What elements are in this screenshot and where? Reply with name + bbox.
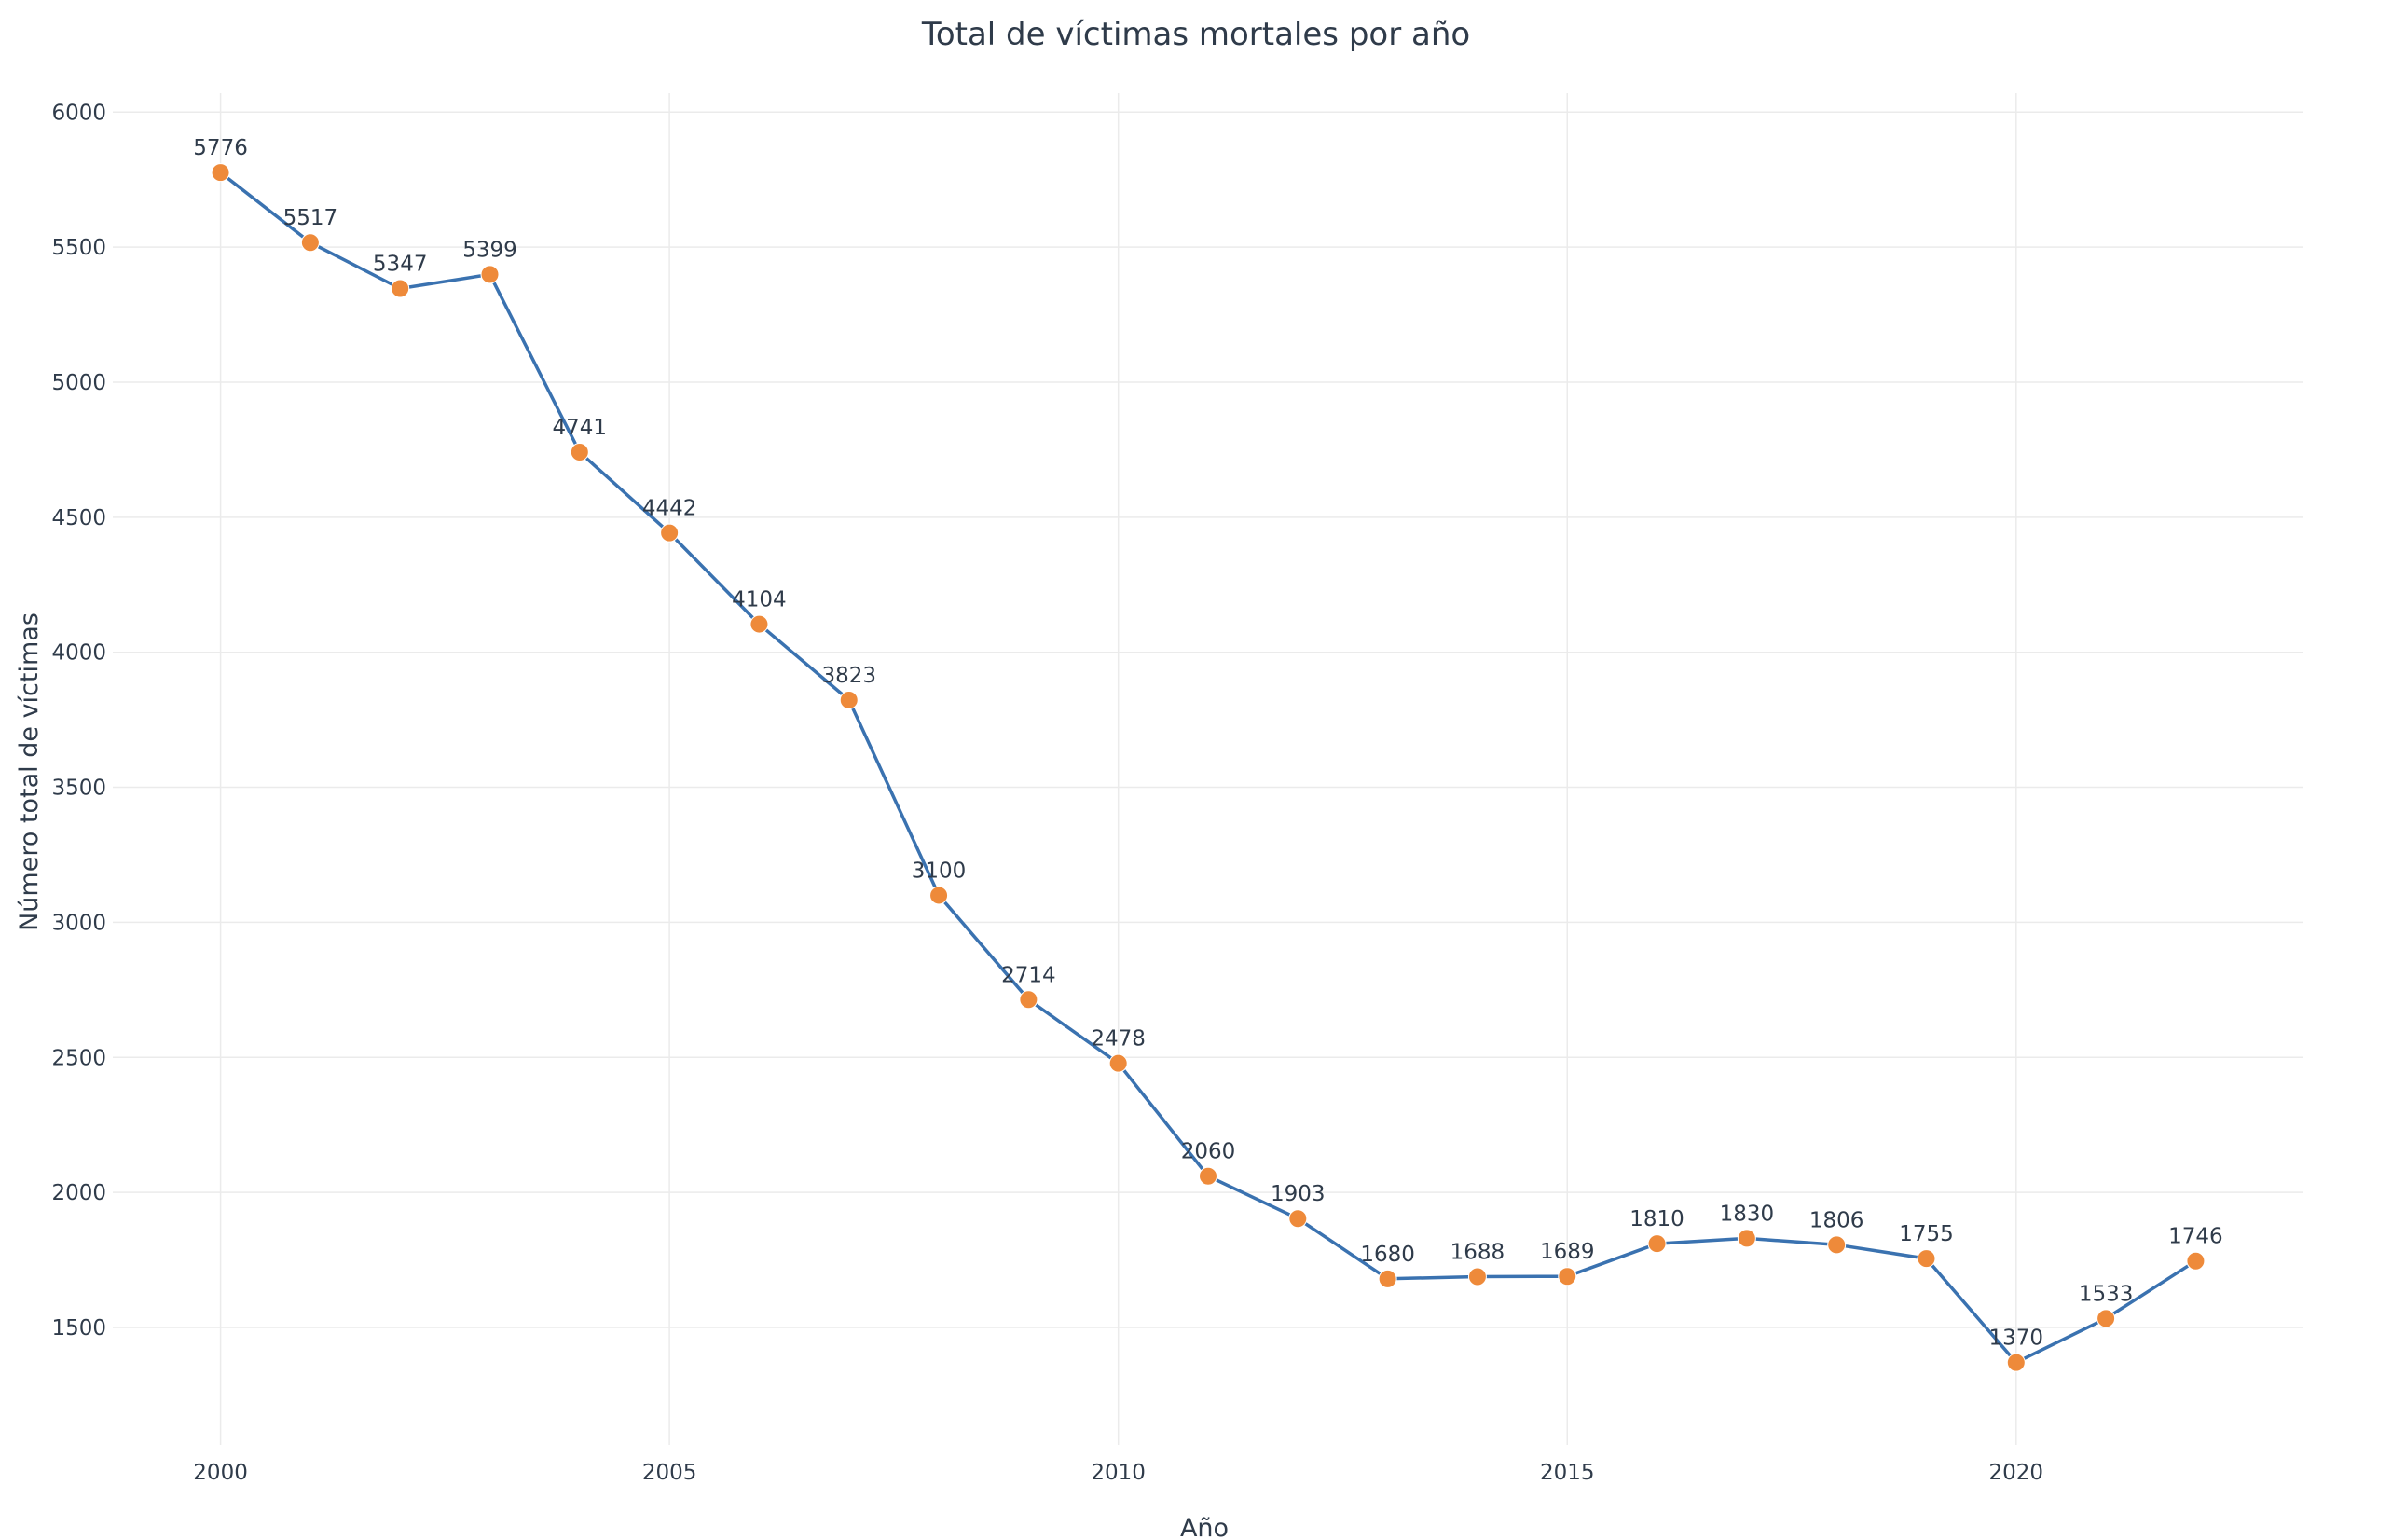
data-label: 4442 <box>642 497 697 521</box>
data-labels: 5776 5517 5347 5399 4741 4442 4104 3823 3100 2714… <box>193 136 2222 1350</box>
grid <box>113 93 2303 1445</box>
data-point <box>839 690 859 709</box>
data-point <box>660 523 680 543</box>
data-point <box>2006 1353 2026 1372</box>
x-tick-label: 2000 <box>193 1461 248 1485</box>
data-label: 4104 <box>732 588 787 612</box>
data-point <box>2096 1309 2116 1328</box>
data-point <box>749 614 769 634</box>
data-point <box>1288 1209 1308 1229</box>
data-label: 4741 <box>553 416 608 440</box>
y-tick-label: 5000 <box>51 371 106 395</box>
data-label: 2478 <box>1091 1027 1146 1052</box>
x-axis-title: Año <box>1180 1514 1229 1540</box>
x-tick-label: 2015 <box>1540 1461 1595 1485</box>
y-tick-label: 2000 <box>51 1181 106 1205</box>
data-point <box>570 443 589 462</box>
data-label: 1533 <box>2079 1282 2134 1306</box>
data-point <box>1378 1269 1397 1288</box>
data-label: 1746 <box>2168 1225 2223 1249</box>
data-label: 2060 <box>1181 1140 1236 1164</box>
y-tick-label: 4000 <box>51 641 106 666</box>
data-point <box>929 886 949 905</box>
series <box>211 163 2206 1372</box>
data-point <box>480 265 500 284</box>
data-label: 2714 <box>1001 963 1056 987</box>
y-tick-label: 1500 <box>51 1316 106 1341</box>
x-tick-label: 2020 <box>1989 1461 2044 1485</box>
data-point <box>1827 1235 1847 1255</box>
data-label: 1689 <box>1540 1240 1595 1264</box>
data-point <box>1558 1267 1577 1286</box>
data-point <box>1019 990 1038 1010</box>
data-label: 5347 <box>373 252 428 276</box>
y-tick-label: 2500 <box>51 1046 106 1070</box>
y-axis-title: Número total de víctimas <box>15 612 44 931</box>
data-point <box>1467 1267 1487 1286</box>
y-tick-label: 6000 <box>51 101 106 125</box>
data-point <box>1108 1053 1128 1073</box>
data-point <box>1917 1249 1936 1269</box>
data-point <box>1647 1234 1667 1254</box>
y-axis-ticks: 1500 2000 2500 3000 3500 4000 4500 5000 5500 6000 <box>51 101 106 1341</box>
y-tick-label: 4500 <box>51 506 106 530</box>
x-tick-label: 2005 <box>642 1461 697 1485</box>
data-point <box>1737 1229 1756 1248</box>
y-tick-label: 3500 <box>51 777 106 801</box>
y-tick-label: 5500 <box>51 236 106 260</box>
x-tick-label: 2010 <box>1091 1461 1146 1485</box>
data-label: 1903 <box>1271 1182 1326 1206</box>
chart-title: Total de víctimas mortales por año <box>921 16 1470 53</box>
data-point <box>211 163 230 183</box>
data-point <box>391 279 410 298</box>
data-label: 1806 <box>1809 1208 1864 1232</box>
data-point <box>1199 1166 1217 1186</box>
data-label: 5776 <box>193 136 248 160</box>
x-axis-ticks: 2000 2005 2010 2015 2020 <box>193 1461 2043 1485</box>
data-label: 5517 <box>283 206 338 230</box>
data-label: 3823 <box>821 664 876 688</box>
y-tick-label: 3000 <box>51 911 106 935</box>
data-label: 3100 <box>912 859 967 883</box>
data-label: 1830 <box>1720 1202 1775 1226</box>
data-label: 1755 <box>1899 1222 1954 1246</box>
data-point <box>2186 1251 2206 1271</box>
data-label: 1688 <box>1450 1241 1505 1265</box>
data-label: 5399 <box>462 238 517 262</box>
data-point <box>300 233 320 253</box>
data-label: 1370 <box>1989 1327 2044 1351</box>
data-label: 1680 <box>1360 1243 1415 1267</box>
data-label: 1810 <box>1629 1207 1684 1231</box>
